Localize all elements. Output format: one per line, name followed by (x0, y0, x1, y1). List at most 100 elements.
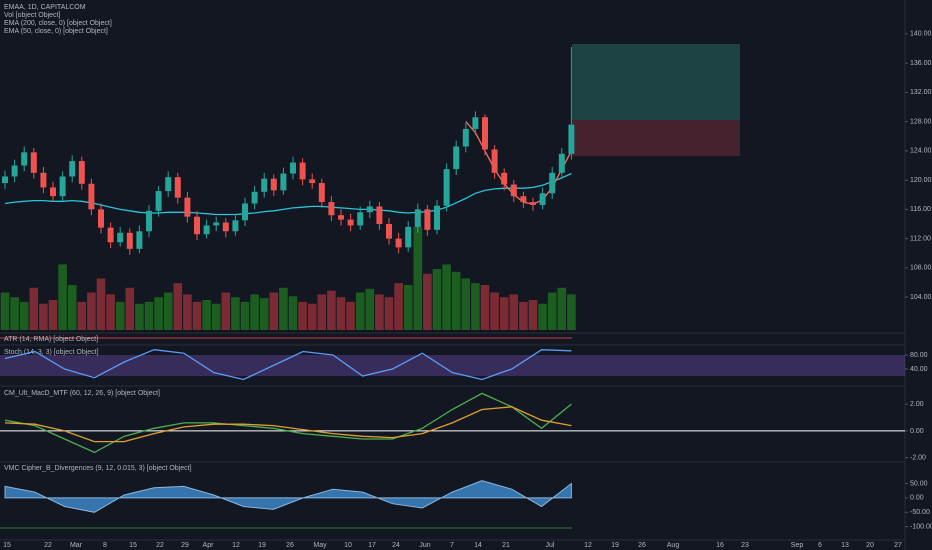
stoch-band (0, 354, 905, 376)
volume-bar (173, 283, 183, 330)
candle-body (357, 212, 364, 226)
volume-bar (461, 278, 471, 330)
candle-body (443, 169, 450, 206)
volume-bar (202, 300, 211, 330)
ma-line (4, 172, 572, 216)
y-tick-label: -2.00 (910, 455, 926, 462)
x-tick-label: Apr (203, 542, 215, 549)
volume-bar (192, 301, 202, 330)
x-tick-label: 12 (232, 542, 240, 549)
volume-bar (39, 303, 48, 330)
volume-bar (384, 297, 394, 330)
y-tick-label: 50.00 (910, 480, 928, 487)
volume-bar (67, 285, 77, 330)
candle-body (510, 184, 517, 197)
candle-body (136, 231, 143, 249)
x-tick-label: Aug (667, 542, 680, 549)
candle-body (462, 128, 469, 147)
volume-bar (96, 278, 106, 330)
pane-title: Stoch (14, 3, 3) [object Object] (4, 349, 99, 356)
wave-area (4, 480, 572, 513)
candle-body (251, 191, 258, 204)
candle-body (424, 209, 431, 230)
candle-body (117, 232, 124, 243)
volume-bar (519, 301, 528, 330)
volume-bar (58, 264, 67, 330)
candle-body (232, 220, 239, 232)
volume-bar (269, 292, 279, 330)
pane-title: VMC Cipher_B_Divergences (9, 12, 0.015, … (4, 465, 192, 472)
candle-body (539, 193, 546, 205)
x-tick-label: 27 (894, 542, 902, 549)
candle-body (472, 117, 479, 129)
y-tick-label: 0.00 (910, 428, 924, 435)
pane-title: CM_Ult_MacD_MTF (60, 12, 26, 9) [object … (4, 390, 160, 397)
candle-body (261, 178, 268, 192)
y-tick-label: 124.00 (910, 148, 932, 155)
candle-body (174, 177, 181, 198)
candle-body (30, 152, 37, 173)
volume-bar (298, 301, 307, 330)
indicator-line (4, 392, 572, 454)
x-tick-label: 15 (129, 542, 137, 549)
y-tick-label: -100.00 (910, 524, 932, 531)
candle-body (222, 222, 229, 232)
candle-body (2, 176, 8, 184)
x-tick-label: 24 (392, 542, 400, 549)
volume-bar (183, 294, 192, 330)
candle-body (347, 219, 354, 226)
volume-bar (29, 287, 39, 330)
y-tick-label: 40.00 (910, 366, 928, 373)
volume-bar (288, 296, 298, 330)
volume-bar (423, 273, 432, 330)
candle-body (309, 179, 316, 184)
volume-bar (135, 303, 144, 330)
volume-bar (451, 271, 461, 330)
x-tick-label: Mar (70, 542, 83, 549)
long-stop-zone (572, 120, 740, 156)
y-tick-label: 2.00 (910, 401, 924, 408)
candle-body (11, 165, 18, 177)
y-tick-label: 112.00 (910, 235, 931, 242)
x-tick-label: Jul (546, 542, 555, 549)
candle-body (146, 210, 152, 232)
candle-body (40, 172, 47, 188)
candle-body (126, 232, 133, 249)
candle-body (520, 196, 527, 203)
volume-bar (432, 269, 442, 330)
candle-body (290, 162, 296, 174)
volume-bar (471, 283, 480, 330)
volume-bar (528, 300, 538, 330)
volume-bar (442, 264, 451, 330)
x-tick-label: 21 (502, 542, 510, 549)
volume-bar (307, 303, 317, 330)
volume-bar (221, 292, 231, 330)
volume-bar (317, 294, 327, 330)
volume-bar (355, 292, 365, 330)
y-tick-label: 104.00 (910, 294, 932, 301)
y-tick-label: 128.00 (910, 118, 932, 125)
candle-body (453, 146, 460, 170)
pane-title: ATR (14, RMA) [object Object] (4, 336, 98, 343)
candle-body (414, 209, 421, 227)
x-tick-label: 13 (841, 542, 849, 549)
volume-bar (499, 297, 509, 330)
candle-body (69, 161, 76, 177)
x-tick-label: 26 (286, 542, 294, 549)
candle-body (280, 173, 287, 191)
x-tick-label: 23 (741, 542, 749, 549)
volume-bar (106, 294, 115, 330)
volume-bar (403, 285, 413, 330)
candle-body (213, 222, 220, 226)
x-tick-label: 7 (450, 542, 454, 549)
candle-body (78, 161, 85, 184)
candle-body (558, 153, 565, 173)
y-tick-label: 120.00 (910, 177, 932, 184)
volume-bar (211, 303, 221, 330)
volume-bar (327, 290, 336, 330)
y-tick-label: 136.00 (910, 60, 932, 67)
volume-bar (346, 301, 355, 330)
